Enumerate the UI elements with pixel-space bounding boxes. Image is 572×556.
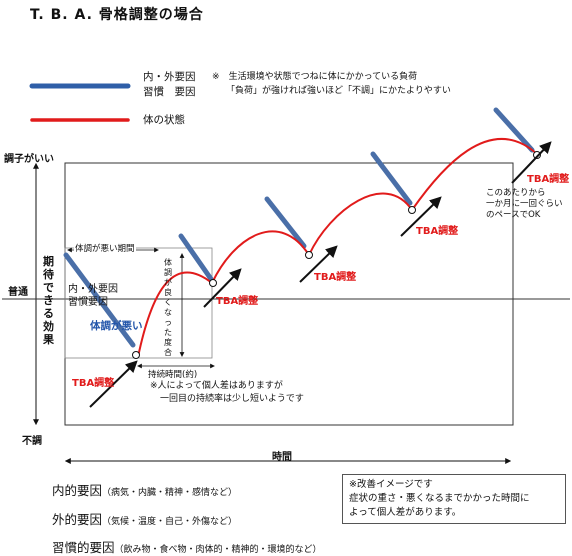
y-axis-top-label: 調子がいい [4, 154, 54, 165]
legend-red-label: 体の状態 [143, 114, 185, 126]
y-axis-title: 期待できる効果 [43, 255, 54, 346]
adjust-point-1 [132, 351, 140, 359]
load-line-5 [493, 107, 535, 153]
load-lines [63, 107, 535, 348]
improvement-note-box: ※改善イメージです 症状の重さ・悪くなるまでかかった時間に よって個人差がありま… [342, 474, 566, 524]
external-factor: 外的要因（気候・温度・自己・外傷など） [52, 512, 238, 527]
habit-factor: 習慣的要因（飲み物・食べ物・肉体的・精神的・環境的など） [52, 540, 322, 555]
adjust-point-2 [209, 279, 217, 287]
x-axis-title: 時間 [272, 452, 292, 463]
load-line-2 [178, 233, 214, 282]
duration-note: ※人によって個人差はありますが 一回目の持続率は少し短いようです [150, 381, 304, 404]
load-line-4 [370, 151, 413, 206]
bad-period-label: 体調が悪い期間 [74, 242, 136, 254]
tba-label-3: TBA調整 [314, 272, 357, 283]
load-line-3 [264, 196, 307, 249]
tba-label-4: TBA調整 [416, 226, 459, 237]
page-title: T. B. A. 骨格調整の場合 [30, 7, 204, 23]
tba-label-1: TBA調整 [72, 378, 115, 389]
bad-condition-label: 体調が悪い [90, 320, 143, 332]
maintenance-note: このあたりから 一か月に一回ぐらい のペースでOK [486, 188, 563, 220]
duration-label: 持続時間(約) [148, 370, 198, 380]
tba-arrow-3 [299, 245, 338, 283]
adjustment-points [132, 151, 541, 359]
tba-label-2: TBA調整 [216, 296, 259, 307]
tba-arrows [89, 141, 552, 408]
tba-label-5: TBA調整 [527, 174, 570, 185]
legend-note: ※ 生活環境や状態でつねに体にかかっている負荷 「負荷」が強ければ強いほど「不調… [212, 72, 451, 96]
y-axis-bottom-label: 不調 [22, 436, 42, 447]
tba-arrow-5 [511, 141, 552, 184]
legend-blue-label: 内・外要因 習慣 要因 [143, 71, 196, 98]
adjust-point-4 [408, 206, 416, 214]
factor-label-1: 内・外要因 [68, 284, 118, 295]
tba-arrow-2 [203, 268, 242, 308]
tba-arrow-4 [400, 196, 442, 237]
tba-arrow-1 [89, 360, 138, 408]
load-line-1 [63, 252, 136, 348]
y-axis-mid-label: 普通 [8, 287, 28, 298]
improvement-degree-label: 体調が良くなった度合 [164, 258, 172, 357]
adjust-point-5 [533, 151, 541, 159]
factor-label-2: 習慣要因 [68, 297, 108, 308]
internal-factor: 内的要因（病気・内臓・精神・感情など） [52, 483, 238, 498]
adjust-point-3 [305, 251, 313, 259]
